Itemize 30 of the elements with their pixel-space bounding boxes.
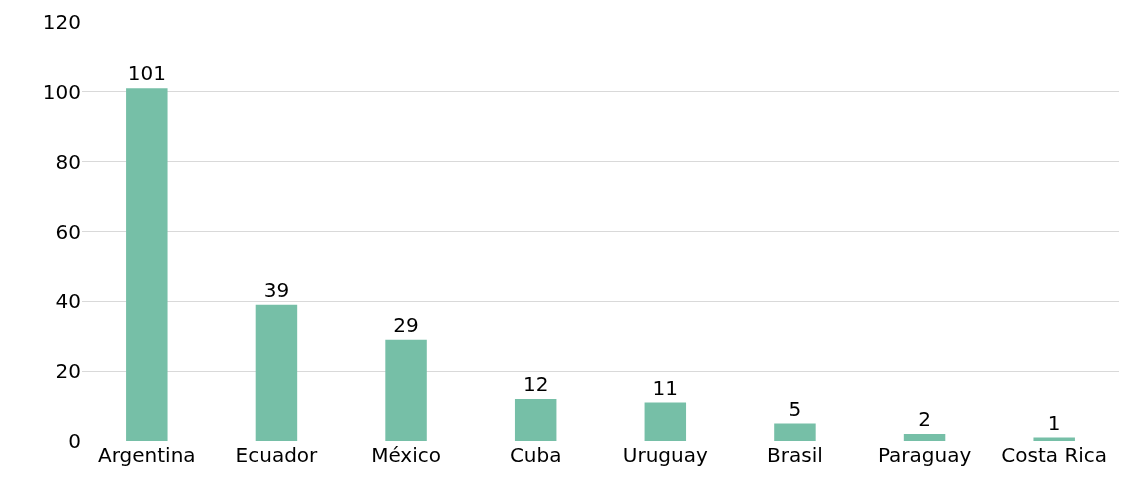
y-tick-label: 80 bbox=[55, 149, 81, 174]
data-label: 101 bbox=[127, 61, 166, 86]
data-label: 11 bbox=[652, 375, 679, 400]
x-tick-label: Cuba bbox=[509, 443, 562, 467]
y-tick-label: 40 bbox=[55, 289, 81, 314]
data-label: 5 bbox=[788, 396, 802, 421]
data-label: 12 bbox=[522, 372, 549, 397]
data-label: 29 bbox=[393, 312, 419, 337]
bar bbox=[774, 423, 816, 441]
data-label: 1 bbox=[1047, 410, 1061, 435]
bar bbox=[903, 434, 946, 441]
x-tick-label: Costa Rica bbox=[1001, 443, 1108, 467]
y-tick-label: 60 bbox=[55, 219, 81, 244]
x-tick-label: Argentina bbox=[98, 443, 196, 467]
bar bbox=[255, 304, 298, 441]
x-tick-label: Ecuador bbox=[235, 443, 319, 467]
bar bbox=[514, 399, 557, 441]
x-tick-label: Uruguay bbox=[622, 443, 708, 467]
y-tick-label: 20 bbox=[55, 359, 81, 384]
data-label: 39 bbox=[263, 277, 290, 302]
y-tick-label: 0 bbox=[68, 429, 81, 453]
x-tick-label: México bbox=[371, 443, 441, 467]
data-label: 2 bbox=[918, 407, 931, 432]
x-tick-label: Paraguay bbox=[877, 443, 972, 467]
bar bbox=[385, 339, 427, 441]
y-tick-label: 100 bbox=[42, 79, 81, 104]
y-tick-label: 120 bbox=[42, 10, 81, 34]
x-tick-label: Brasil bbox=[767, 443, 823, 467]
bar bbox=[126, 88, 168, 441]
bar bbox=[644, 402, 687, 441]
